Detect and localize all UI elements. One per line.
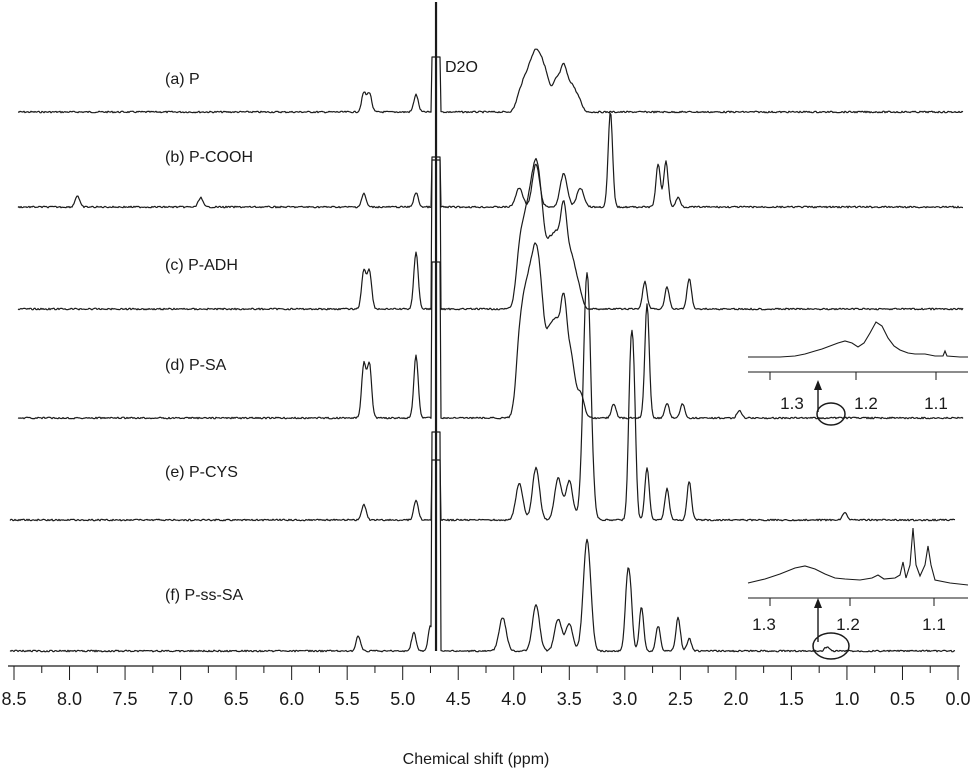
x-tick-label: 4.0: [501, 689, 526, 709]
x-tick-label: 3.5: [557, 689, 582, 709]
inset-p-sa-trace: [748, 321, 968, 358]
series-label: (c) P-ADH: [165, 257, 238, 274]
x-axis: 8.5 8.0 7.5 7.0 6.5 6.0 5.5 5.0 4.5 4.0 3.5 3.0 2.5 2…: [1, 665, 971, 709]
inset-p-ss-sa-tick-label: 1.1: [922, 615, 946, 634]
series-label: (a) P: [165, 71, 200, 88]
x-tick-label: 0.0: [945, 689, 970, 709]
series-label: (d) P-SA: [165, 357, 227, 374]
series-label: (e) P-CYS: [165, 464, 238, 481]
x-tick-label: 2.5: [668, 689, 693, 709]
inset-p-ss-sa: 1.3 1.2 1.1: [747, 527, 969, 660]
x-tick-label: 8.5: [1, 689, 26, 709]
inset-p-ss-sa-arrowhead: [814, 598, 822, 608]
inset-p-sa-tick-label: 1.3: [780, 394, 804, 413]
x-tick-label: 7.5: [113, 689, 138, 709]
spectrum-trace: [17, 157, 964, 311]
inset-p-sa-tick-label: 1.1: [924, 394, 948, 413]
x-tick-label: 1.5: [779, 689, 804, 709]
series-label: (f) P-ss-SA: [165, 587, 244, 604]
spectrum-trace: [9, 431, 956, 653]
x-tick-label: 8.0: [57, 689, 82, 709]
inset-p-ss-sa-trace: [747, 527, 969, 586]
x-tick-label: 4.5: [446, 689, 471, 709]
d2o-label: D2O: [445, 59, 478, 76]
series-label: (b) P-COOH: [165, 149, 253, 166]
x-tick-label: 3.0: [612, 689, 637, 709]
inset-p-sa-arrowhead: [814, 380, 822, 390]
inset-p-sa: 1.3 1.2 1.1: [748, 321, 968, 426]
series-labels: (a) P (b) P-COOH (c) P-ADH (d) P-SA (e) P-CY…: [165, 71, 253, 604]
spectrum-trace: [17, 112, 963, 209]
spectrum-trace: [17, 48, 964, 114]
x-tick-label: 2.0: [723, 689, 748, 709]
x-axis-label: Chemical shift (ppm): [403, 751, 550, 768]
inset-p-sa-tick-label: 1.2: [854, 394, 878, 413]
x-tick-label: 5.0: [390, 689, 415, 709]
inset-p-ss-sa-tick-label: 1.2: [836, 615, 860, 634]
x-axis-ticks: 8.5 8.0 7.5 7.0 6.5 6.0 5.5 5.0 4.5 4.0 3.5 3.0 2.5 2…: [1, 666, 971, 709]
x-tick-label: 1.0: [834, 689, 859, 709]
inset-p-ss-sa-tick-label: 1.3: [752, 615, 776, 634]
spectrum-trace: [17, 242, 964, 420]
inset-p-sa-highlight-circle: [816, 402, 846, 426]
x-tick-label: 7.0: [168, 689, 193, 709]
x-tick-label: 5.5: [335, 689, 360, 709]
x-tick-label: 6.0: [279, 689, 304, 709]
inset-p-ss-sa-highlight-circle: [812, 632, 850, 660]
spectra-layer: [9, 2, 964, 653]
x-tick-label: 0.5: [890, 689, 915, 709]
spectrum-trace: [9, 272, 956, 522]
x-tick-label: 6.5: [224, 689, 249, 709]
